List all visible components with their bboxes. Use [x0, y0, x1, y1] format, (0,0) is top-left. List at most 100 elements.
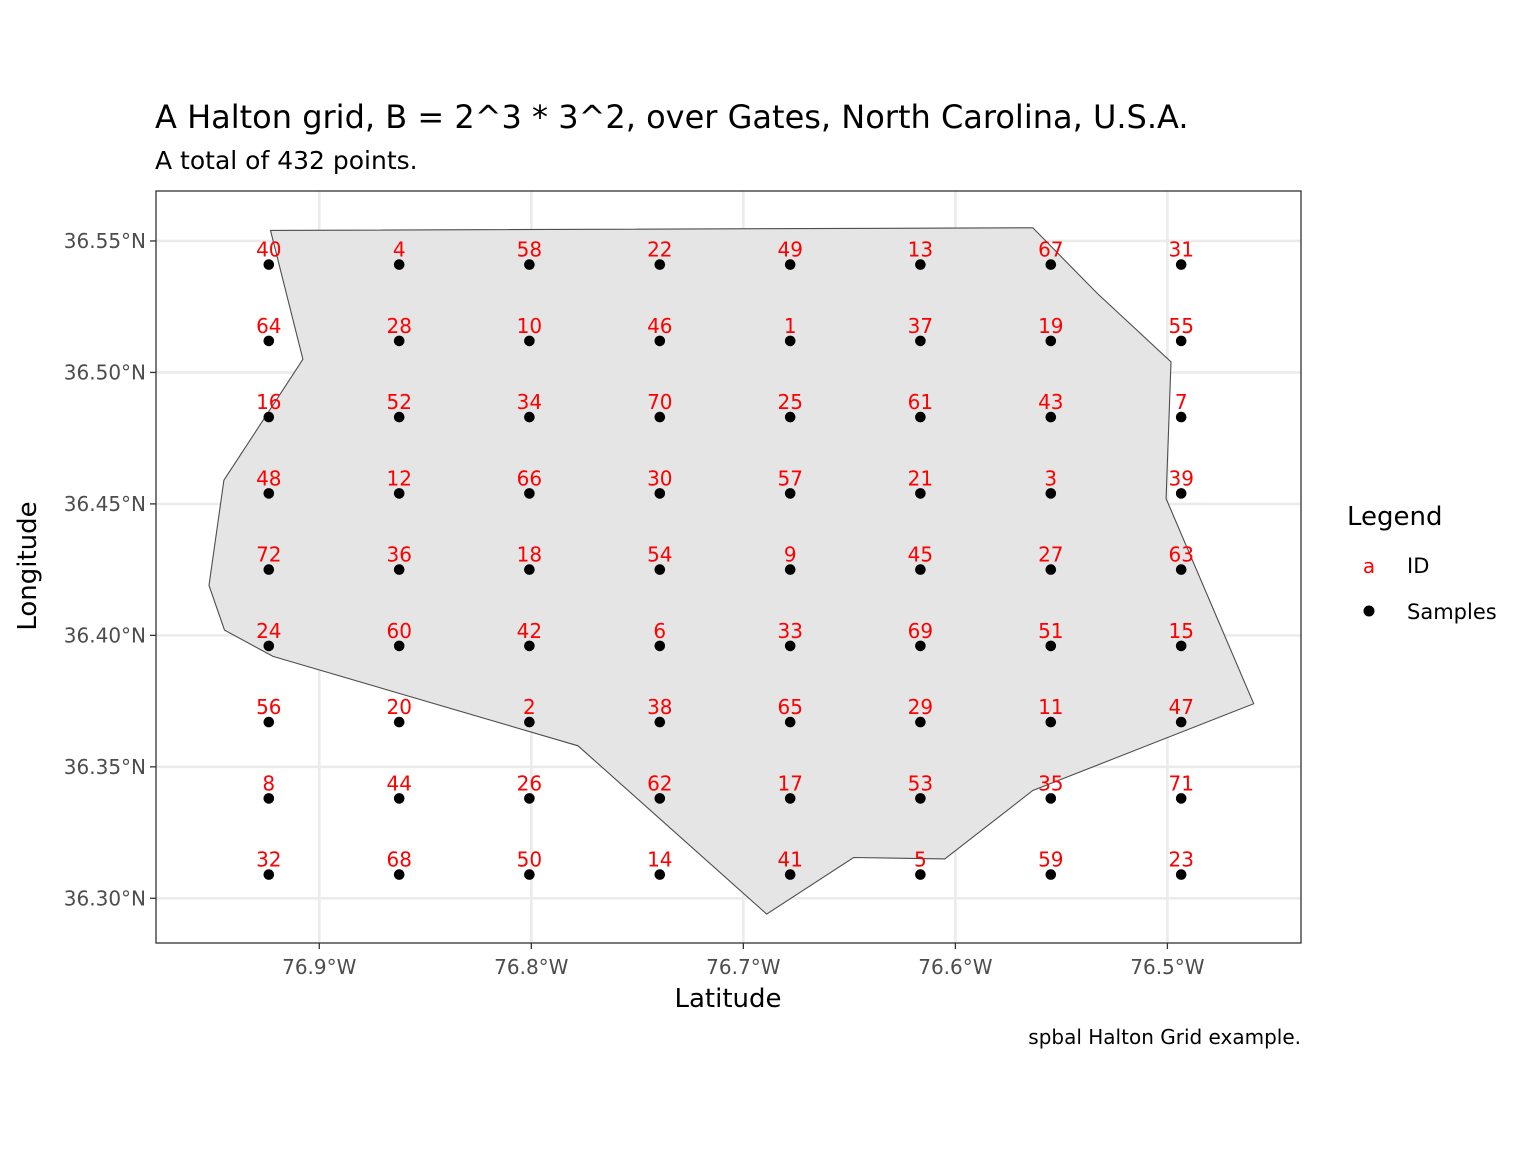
- sample-point: [654, 411, 666, 423]
- sample-point: [784, 564, 796, 575]
- y-axis-title: Longitude: [13, 501, 43, 630]
- sample-point: [1175, 411, 1187, 423]
- sample-point: [784, 869, 796, 880]
- sample-point: [654, 869, 666, 880]
- x-tick-label: 76.6°W: [918, 955, 993, 979]
- sample-id-label: 52: [386, 390, 411, 414]
- sample-point: [1045, 411, 1057, 423]
- sample-id-label: 23: [1168, 848, 1193, 872]
- sample-point: [915, 411, 926, 423]
- sample-id-label: 70: [647, 390, 672, 414]
- sample-id-label: 12: [386, 466, 411, 490]
- x-tick-label: 76.9°W: [282, 955, 357, 979]
- sample-point: [524, 793, 535, 804]
- sample-id-label: 56: [256, 695, 281, 719]
- sample-point: [393, 793, 405, 804]
- sample-id-label: 47: [1168, 695, 1193, 719]
- sample-id-label: 36: [386, 543, 411, 567]
- sample-id-label: 72: [256, 543, 281, 567]
- sample-id-label: 49: [777, 238, 802, 262]
- sample-id-label: 7: [1175, 390, 1188, 414]
- legend-key-samples-point: [1363, 605, 1375, 617]
- y-tick-label: 36.30°N: [64, 886, 146, 910]
- sample-id-label: 13: [908, 238, 933, 262]
- sample-id-label: 62: [647, 771, 672, 795]
- sample-point: [915, 259, 926, 270]
- sample-id-label: 30: [647, 466, 672, 490]
- sample-point: [393, 335, 405, 347]
- sample-point: [915, 793, 926, 804]
- sample-point: [915, 488, 926, 499]
- county-boundary-polygon: [208, 227, 1255, 915]
- y-tick-label: 36.55°N: [64, 229, 146, 253]
- sample-id-label: 63: [1168, 543, 1193, 567]
- sample-id-label: 28: [386, 314, 411, 338]
- sample-id-label: 15: [1168, 619, 1193, 643]
- sample-id-label: 17: [777, 771, 802, 795]
- sample-point: [784, 488, 796, 499]
- legend-key-id-symbol: a: [1363, 554, 1375, 578]
- sample-point: [393, 259, 405, 270]
- sample-point: [393, 564, 405, 575]
- sample-id-label: 61: [908, 390, 933, 414]
- sample-point: [654, 793, 666, 804]
- sample-id-label: 57: [777, 466, 802, 490]
- sample-id-label: 25: [777, 390, 802, 414]
- sample-id-label: 5: [914, 848, 927, 872]
- sample-point: [915, 716, 926, 728]
- sample-id-label: 54: [647, 543, 672, 567]
- sample-id-label: 53: [908, 771, 933, 795]
- chart-title: A Halton grid, B = 2^3 * 3^2, over Gates…: [155, 98, 1189, 136]
- sample-point: [915, 564, 926, 575]
- sample-point: [393, 640, 405, 652]
- sample-point: [1175, 869, 1187, 880]
- sample-id-label: 33: [777, 619, 802, 643]
- sample-point: [1045, 869, 1057, 880]
- sample-id-label: 27: [1038, 543, 1063, 567]
- sample-point: [524, 869, 535, 880]
- sample-point: [263, 793, 275, 804]
- sample-id-label: 22: [647, 238, 672, 262]
- sample-point: [524, 640, 535, 652]
- sample-id-label: 2: [523, 695, 536, 719]
- sample-point: [1175, 793, 1187, 804]
- sample-point: [524, 411, 535, 423]
- sample-id-label: 3: [1044, 466, 1057, 490]
- sample-id-label: 55: [1168, 314, 1193, 338]
- sample-id-label: 60: [386, 619, 411, 643]
- sample-id-label: 4: [393, 238, 406, 262]
- sample-id-label: 45: [908, 543, 933, 567]
- sample-id-label: 10: [517, 314, 542, 338]
- sample-point: [915, 335, 926, 347]
- sample-point: [1175, 488, 1187, 499]
- sample-point: [1045, 564, 1057, 575]
- y-tick-label: 36.35°N: [64, 755, 146, 779]
- sample-id-label: 48: [256, 466, 281, 490]
- sample-id-label: 26: [517, 771, 542, 795]
- legend-title: Legend: [1347, 502, 1443, 532]
- sample-point: [263, 335, 275, 347]
- sample-point: [654, 335, 666, 347]
- sample-point: [1045, 640, 1057, 652]
- sample-id-label: 11: [1038, 695, 1063, 719]
- legend-label-samples: Samples: [1407, 600, 1497, 624]
- sample-point: [1175, 716, 1187, 728]
- sample-id-label: 19: [1038, 314, 1063, 338]
- sample-id-label: 51: [1038, 619, 1063, 643]
- sample-point: [393, 411, 405, 423]
- sample-id-label: 42: [517, 619, 542, 643]
- sample-id-label: 58: [517, 238, 542, 262]
- sample-point: [263, 869, 275, 880]
- sample-point: [1045, 716, 1057, 728]
- sample-point: [784, 411, 796, 423]
- sample-id-label: 67: [1038, 238, 1063, 262]
- sample-point: [1175, 335, 1187, 347]
- sample-id-label: 6: [653, 619, 666, 643]
- sample-point: [654, 488, 666, 499]
- y-tick-label: 36.50°N: [64, 360, 146, 384]
- sample-point: [1045, 793, 1057, 804]
- sample-point: [1175, 564, 1187, 575]
- sample-point: [524, 259, 535, 270]
